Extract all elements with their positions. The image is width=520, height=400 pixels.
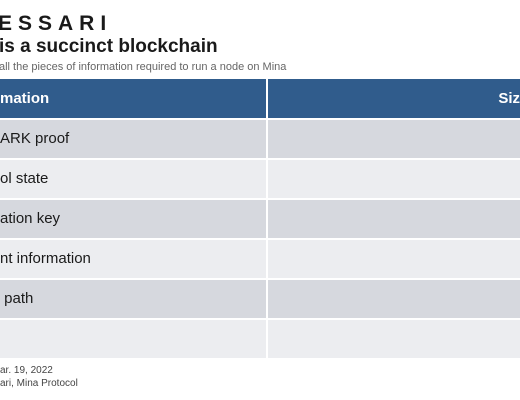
table-row: [0, 320, 520, 360]
row-item-label: path: [0, 290, 34, 307]
table-row: nt information: [0, 240, 520, 280]
footer-source: ari, Mina Protocol: [0, 378, 78, 389]
table-header-row: mation Siz: [0, 79, 520, 120]
column-divider: [266, 240, 268, 278]
column-divider: [266, 200, 268, 238]
footer-notes: ar. 19, 2022 ari, Mina Protocol: [0, 364, 78, 390]
row-size-value: [268, 200, 520, 238]
row-item-label: ol state: [0, 170, 49, 187]
row-size-value: [268, 160, 520, 198]
row-size-value: [268, 240, 520, 278]
column-divider: [266, 160, 268, 198]
row-item-label: nt information: [0, 250, 91, 267]
row-size-value: [268, 320, 520, 358]
data-table: mation Siz ARK proof ol state ation key …: [0, 79, 520, 360]
footer-date: ar. 19, 2022: [0, 365, 53, 376]
table-row: ARK proof: [0, 120, 520, 160]
messari-logo: ESSARI: [0, 12, 113, 35]
column-divider: [266, 79, 268, 118]
page-subtitle: all the pieces of information required t…: [0, 61, 287, 73]
page-title: is a succinct blockchain: [0, 36, 218, 57]
table-row: ation key: [0, 200, 520, 240]
column-header-size: Siz: [498, 90, 520, 107]
column-divider: [266, 320, 268, 358]
table-row: path: [0, 280, 520, 320]
row-size-value: [268, 280, 520, 318]
table-row: ol state: [0, 160, 520, 200]
row-item-label: ation key: [0, 210, 61, 227]
row-item-label: [0, 320, 266, 358]
row-item-label: ARK proof: [0, 130, 70, 147]
row-size-value: [268, 120, 520, 158]
column-header-information: mation: [0, 90, 50, 107]
column-divider: [266, 280, 268, 318]
column-divider: [266, 120, 268, 158]
